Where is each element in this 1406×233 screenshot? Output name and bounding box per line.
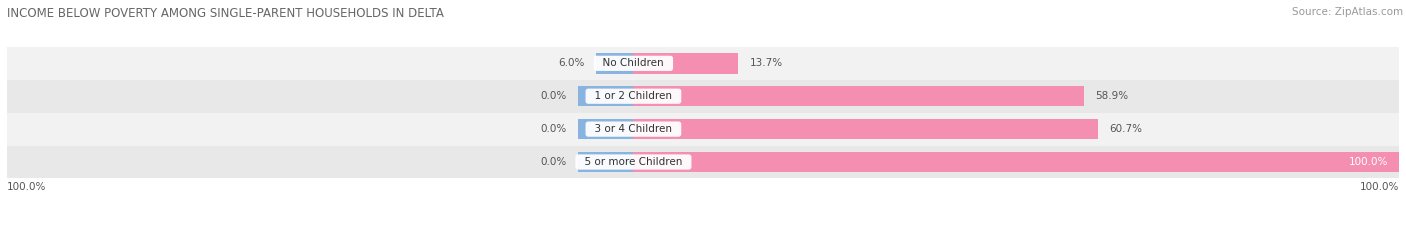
Bar (633, 53, 738, 74)
Bar (7, 80, 1399, 113)
Text: 13.7%: 13.7% (749, 58, 783, 68)
Text: 5 or more Children: 5 or more Children (578, 157, 689, 167)
Text: 58.9%: 58.9% (1095, 91, 1129, 101)
Text: 6.0%: 6.0% (558, 58, 585, 68)
Text: No Children: No Children (596, 58, 671, 68)
Bar (633, 152, 1399, 172)
Text: 100.0%: 100.0% (7, 182, 46, 192)
Text: INCOME BELOW POVERTY AMONG SINGLE-PARENT HOUSEHOLDS IN DELTA: INCOME BELOW POVERTY AMONG SINGLE-PARENT… (7, 7, 444, 20)
Text: 0.0%: 0.0% (540, 91, 567, 101)
Bar (578, 152, 633, 172)
Bar (7, 47, 1399, 80)
Legend: Single Father, Single Mother: Single Father, Single Mother (602, 230, 804, 233)
Bar (633, 86, 1084, 106)
Bar (596, 53, 633, 74)
Text: 0.0%: 0.0% (540, 157, 567, 167)
Text: 1 or 2 Children: 1 or 2 Children (588, 91, 679, 101)
Text: 100.0%: 100.0% (1348, 157, 1388, 167)
Text: 100.0%: 100.0% (1360, 182, 1399, 192)
Bar (633, 119, 1098, 139)
Bar (578, 119, 633, 139)
Text: 0.0%: 0.0% (540, 124, 567, 134)
Text: 60.7%: 60.7% (1109, 124, 1142, 134)
Text: Source: ZipAtlas.com: Source: ZipAtlas.com (1292, 7, 1403, 17)
Bar (578, 86, 633, 106)
Bar (7, 113, 1399, 146)
Text: 3 or 4 Children: 3 or 4 Children (588, 124, 679, 134)
Bar (7, 146, 1399, 178)
